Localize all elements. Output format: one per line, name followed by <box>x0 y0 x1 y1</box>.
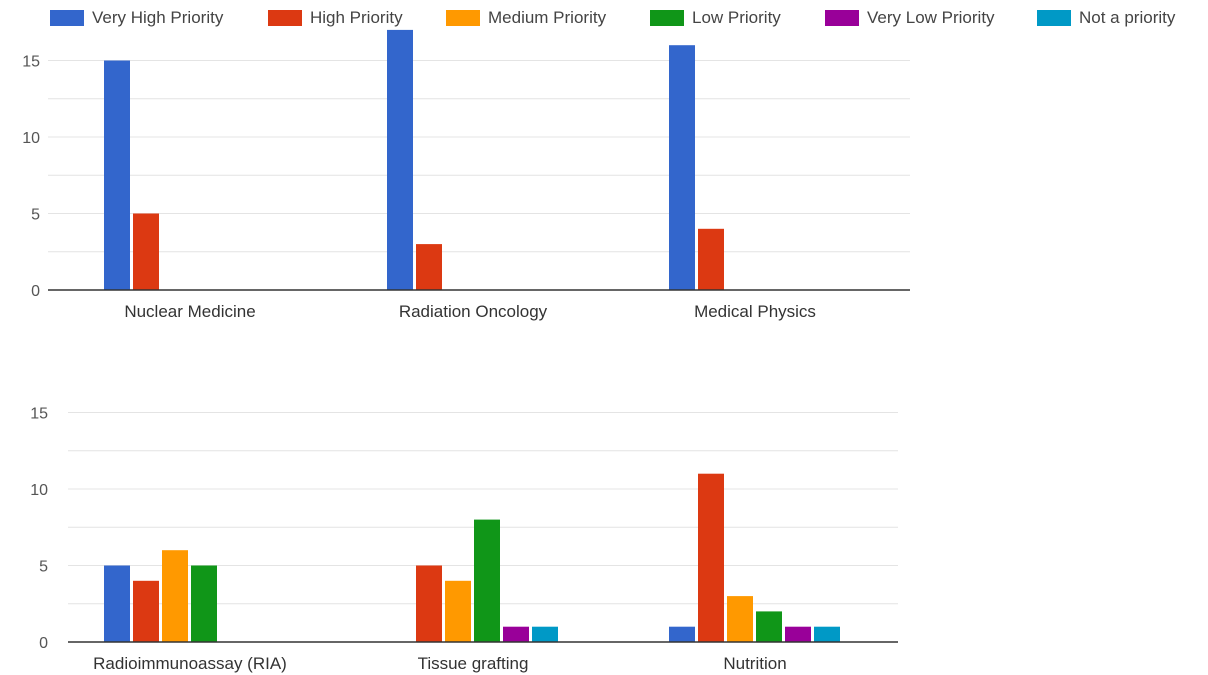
bar <box>669 45 695 291</box>
y-tick-label: 15 <box>30 406 48 423</box>
legend-swatch <box>1037 10 1071 26</box>
legend-item: Medium Priority <box>446 8 606 28</box>
bar <box>756 611 782 642</box>
category-label: Nutrition <box>723 654 786 673</box>
category-label: Radiation Oncology <box>399 302 548 321</box>
bar <box>814 626 840 642</box>
bar <box>133 213 159 290</box>
y-tick-label: 10 <box>22 130 40 147</box>
legend-swatch <box>268 10 302 26</box>
bar <box>532 626 558 642</box>
y-tick-label: 10 <box>30 482 48 499</box>
bar <box>416 565 442 642</box>
category-label: Medical Physics <box>694 302 816 321</box>
legend-swatch <box>50 10 84 26</box>
y-tick-label: 0 <box>31 283 40 300</box>
bar <box>698 473 724 642</box>
bar <box>445 580 471 642</box>
legend-label: Very Low Priority <box>867 8 995 27</box>
bar <box>104 60 130 290</box>
legend-item: Very High Priority <box>50 8 223 28</box>
legend-label: High Priority <box>310 8 403 27</box>
bar <box>669 626 695 642</box>
bar <box>104 565 130 642</box>
legend-item: High Priority <box>268 8 403 28</box>
y-tick-label: 5 <box>31 207 40 224</box>
chart-legend: Very High Priority High Priority Medium Pr… <box>0 0 1208 36</box>
legend-swatch <box>825 10 859 26</box>
legend-swatch <box>446 10 480 26</box>
category-label: Radioimmunoassay (RIA) <box>93 654 287 673</box>
bar <box>727 596 753 642</box>
y-tick-label: 15 <box>22 54 40 71</box>
legend-label: Not a priority <box>1079 8 1176 27</box>
legend-swatch <box>650 10 684 26</box>
category-label: Nuclear Medicine <box>124 302 255 321</box>
legend-item: Not a priority <box>1037 8 1175 28</box>
y-tick-label: 5 <box>39 559 48 576</box>
bar <box>474 519 500 642</box>
bar <box>133 580 159 642</box>
bar <box>387 29 413 291</box>
legend-item: Very Low Priority <box>825 8 995 28</box>
bar <box>503 626 529 642</box>
legend-item: Low Priority <box>650 8 781 28</box>
y-tick-label: 0 <box>39 635 48 652</box>
legend-label: Medium Priority <box>488 8 607 27</box>
category-label: Tissue grafting <box>418 654 529 673</box>
bar <box>191 565 217 642</box>
legend-label: Low Priority <box>692 8 781 27</box>
bar <box>162 550 188 642</box>
bar <box>785 626 811 642</box>
legend-label: Very High Priority <box>92 8 224 27</box>
bar <box>698 228 724 290</box>
bar <box>416 244 442 290</box>
